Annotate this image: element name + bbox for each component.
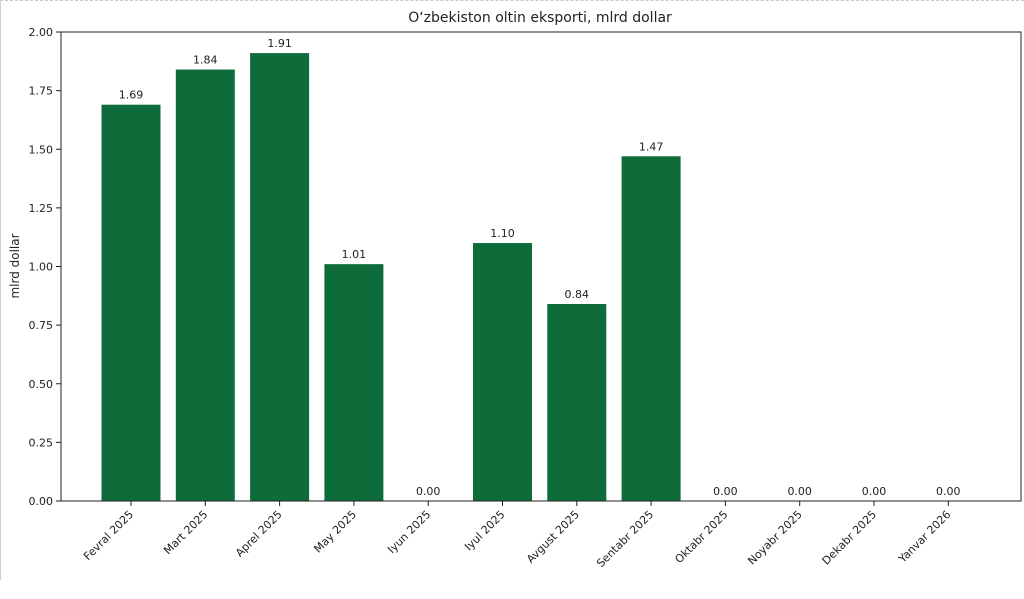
x-tick-label: Oktabr 2025 xyxy=(672,508,730,566)
bar xyxy=(547,304,607,501)
y-tick-label: 0.00 xyxy=(29,495,54,508)
bars xyxy=(101,53,681,502)
bar-value-label: 0.00 xyxy=(862,485,887,498)
x-ticks: Fevral 2025 Mart 2025 Aprel 2025 May 2025 Iy… xyxy=(81,501,953,570)
bar-value-label: 0.00 xyxy=(713,485,738,498)
bar-value-label: 1.10 xyxy=(490,227,515,240)
bar-value-label: 1.91 xyxy=(267,37,292,50)
bar xyxy=(324,264,384,501)
bar-value-label: 1.69 xyxy=(119,89,144,102)
bar xyxy=(101,104,161,501)
bar-value-label: 0.00 xyxy=(416,485,441,498)
x-tick-label: Aprel 2025 xyxy=(233,508,285,560)
x-tick-label: May 2025 xyxy=(311,508,359,556)
plot-frame xyxy=(60,31,1022,502)
x-tick-label: Avgust 2025 xyxy=(524,508,582,566)
bar xyxy=(175,69,235,502)
x-tick-label: Noyabr 2025 xyxy=(745,508,805,568)
y-tick-label: 0.25 xyxy=(29,436,54,449)
bar-value-label: 1.47 xyxy=(639,140,664,153)
y-tick-label: 1.75 xyxy=(29,85,54,98)
x-tick-label: Iyun 2025 xyxy=(385,508,433,556)
x-tick-label: Mart 2025 xyxy=(161,508,210,557)
y-axis-label: mlrd dollar xyxy=(8,233,22,298)
bar-value-label: 1.84 xyxy=(193,54,218,67)
left-border xyxy=(0,0,1,580)
y-tick-label: 1.00 xyxy=(29,261,54,274)
value-labels: 1.69 1.84 1.91 1.01 0.00 1.10 0.84 1.47 0.00 0.00… xyxy=(119,37,961,498)
bar-value-label: 0.00 xyxy=(787,485,812,498)
x-tick-label: Sentabr 2025 xyxy=(594,508,656,570)
chart-title: O‘zbekiston oltin eksporti, mlrd dollar xyxy=(408,10,672,26)
y-ticks: 0.00 0.25 0.50 0.75 1.00 1.25 1.50 1.75 2.00 xyxy=(29,26,61,508)
top-border xyxy=(0,0,1024,1)
bar-value-label: 0.00 xyxy=(936,485,961,498)
bar-value-label: 0.84 xyxy=(565,288,590,301)
bar xyxy=(473,243,532,502)
x-tick-label: Dekabr 2025 xyxy=(820,508,880,568)
bar-value-label: 1.01 xyxy=(342,248,367,261)
y-tick-label: 0.75 xyxy=(29,319,54,332)
y-tick-label: 0.50 xyxy=(29,378,54,391)
bar xyxy=(250,53,310,501)
bar xyxy=(621,156,681,501)
y-tick-label: 2.00 xyxy=(29,26,54,39)
y-tick-label: 1.25 xyxy=(29,202,54,215)
x-tick-label: Fevral 2025 xyxy=(81,508,136,563)
y-tick-label: 1.50 xyxy=(29,143,54,156)
x-tick-label: Iyul 2025 xyxy=(462,508,507,553)
x-tick-label: Yanvar 2026 xyxy=(895,508,953,566)
